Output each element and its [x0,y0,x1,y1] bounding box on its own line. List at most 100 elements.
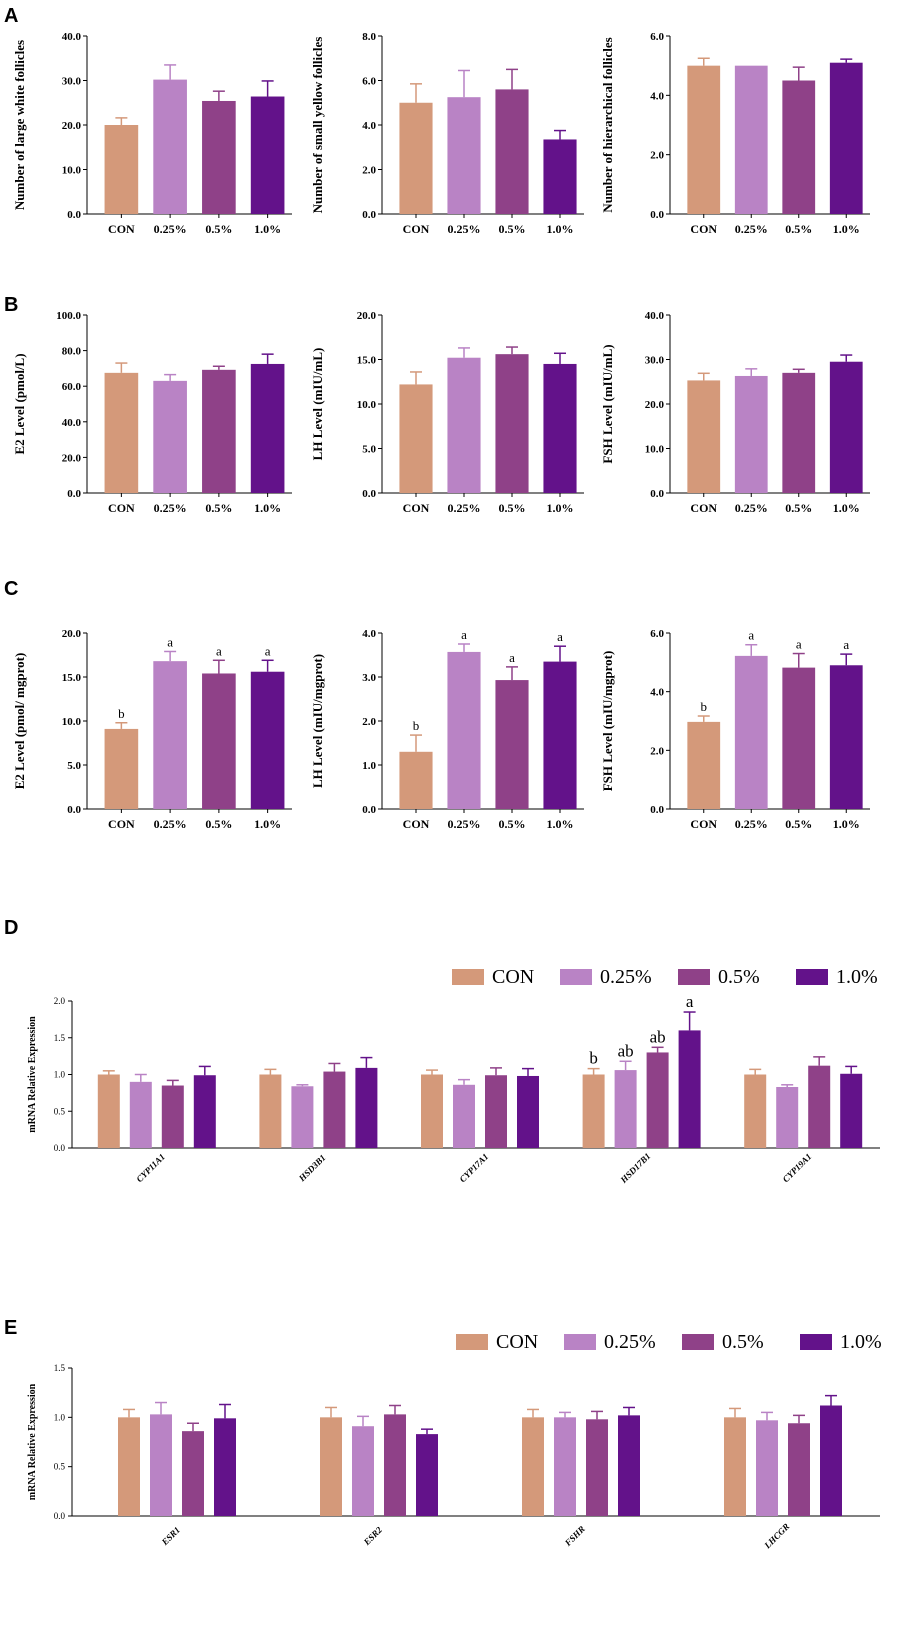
y-tick-label: 2.0 [650,745,664,757]
y-axis-label: LH Level (mIU/mL) [310,348,325,461]
bar [829,665,863,809]
bar [776,1086,799,1148]
x-tick-label: ESR1 [159,1525,182,1548]
bar [202,673,236,809]
x-tick-label: 1.0% [833,222,860,236]
y-tick-label: 8.0 [362,31,376,43]
y-tick-label: 10.0 [645,444,665,456]
x-tick-label: 1.0% [547,817,574,831]
y-tick-label: 1.5 [54,1363,66,1373]
bar [153,661,187,809]
y-tick-label: 15.0 [62,672,82,684]
bar [586,1419,608,1516]
y-tick-label: 4.0 [650,687,664,699]
y-tick-label: 1.0 [54,1070,66,1080]
bar [788,1423,810,1516]
bar [554,1417,576,1516]
y-tick-label: 4.0 [362,628,376,640]
panel-letter-e: E [4,1317,17,1339]
y-tick-label: 15.0 [357,355,377,367]
sig-letter: ab [650,1027,666,1046]
y-tick-label: 2.0 [362,165,376,177]
y-tick-label: 1.0 [362,760,376,772]
y-tick-label: 4.0 [650,90,664,102]
bar [495,89,529,214]
bar [421,1074,443,1148]
y-tick-label: 0.0 [650,209,664,221]
sig-letter: a [748,628,754,643]
y-tick-label: 100.0 [56,310,81,322]
y-tick-label: 10.0 [62,165,82,177]
x-tick-label: 0.5% [205,817,232,831]
bar [250,671,285,809]
bar [447,357,481,493]
y-tick-label: 2.0 [650,150,664,162]
y-axis-label: mRNA Relative Expression [27,1016,38,1133]
x-tick-label: 1.0% [547,222,574,236]
bar [543,139,577,214]
bar [840,1073,863,1148]
x-tick-label: 0.5% [499,817,526,831]
x-tick-label: 0.25% [448,501,481,515]
y-tick-label: 1.0 [54,1412,66,1422]
y-tick-label: 6.0 [650,31,664,43]
sig-letter: b [589,1049,598,1068]
x-tick-label: LHCGR [762,1521,792,1551]
y-tick-label: 0.0 [67,804,81,816]
x-tick-label: CYP11A1 [134,1152,167,1185]
bar [259,1074,282,1148]
bar [161,1085,184,1148]
x-tick-label: CYP17A1 [457,1151,490,1184]
bar [734,65,768,215]
y-tick-label: 4.0 [362,120,376,132]
bar [782,667,816,809]
bar [734,375,768,493]
sig-letter: b [413,718,420,733]
legend-label: 0.25% [600,966,652,988]
bar [104,125,139,214]
legend-label: 1.0% [840,1331,882,1353]
y-tick-label: 10.0 [62,716,82,728]
bar [829,62,863,215]
x-tick-label: 0.25% [154,501,187,515]
y-tick-label: 6.0 [362,76,376,88]
sig-letter: b [118,706,125,721]
y-tick-label: 0.5 [54,1106,66,1116]
bar [250,96,285,214]
bar [182,1431,204,1516]
bar [744,1074,767,1148]
y-tick-label: 0.0 [54,1511,66,1521]
x-tick-label: 1.0% [547,501,574,515]
legend-swatch [452,969,484,985]
y-tick-label: 0.0 [362,804,376,816]
bar [687,380,721,493]
bar [734,655,768,809]
y-axis-label: E2 Level (pmol/L) [12,353,27,454]
y-tick-label: 40.0 [645,310,665,322]
x-tick-label: FSHR [562,1524,587,1549]
sig-letter: a [843,637,849,652]
bar [687,65,721,215]
bar [355,1067,378,1148]
y-tick-label: 60.0 [62,381,82,393]
bar [250,363,285,493]
sig-letter: a [557,629,563,644]
y-axis-label: LH Level (mIU/mgprot) [310,654,325,788]
y-tick-label: 0.0 [362,488,376,500]
bar [153,79,187,214]
x-tick-label: 0.5% [785,817,812,831]
x-tick-label: 1.0% [254,222,281,236]
y-axis-label: E2 Level (pmol/ mgprot) [12,653,27,790]
sig-letter: a [509,650,515,665]
bar [678,1030,701,1148]
bar [646,1052,669,1148]
x-tick-label: CON [403,817,430,831]
x-tick-label: 0.5% [499,222,526,236]
legend-label: 0.25% [604,1331,656,1353]
y-tick-label: 0.5 [54,1462,66,1472]
y-tick-label: 40.0 [62,417,82,429]
x-tick-label: CYP19A1 [781,1151,814,1184]
x-tick-label: CON [690,222,717,236]
y-tick-label: 0.0 [67,209,81,221]
bar [820,1405,842,1516]
